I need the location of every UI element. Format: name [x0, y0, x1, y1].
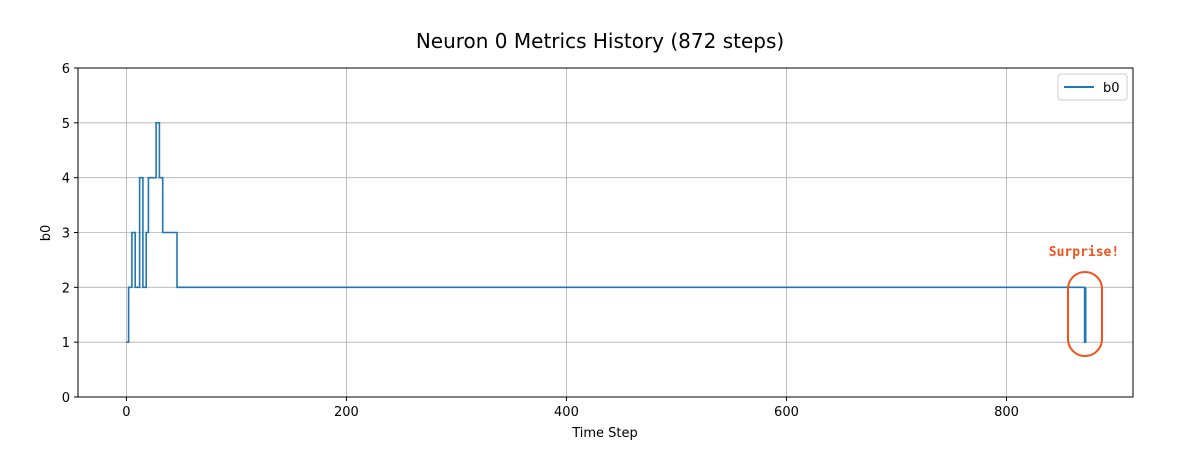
x-axis-ticks: 0 200 400 600 800 — [122, 397, 1019, 420]
x-tick-label: 800 — [994, 405, 1019, 420]
x-axis-label: Time Step — [571, 426, 638, 441]
x-tick-label: 600 — [774, 405, 799, 420]
y-tick-label: 2 — [62, 281, 70, 296]
legend: b0 — [1057, 73, 1128, 101]
surprise-annotation-label: Surprise! — [1049, 245, 1119, 260]
annotation: Surprise! — [1049, 245, 1119, 357]
y-tick-label: 3 — [62, 227, 70, 242]
chart-title: Neuron 0 Metrics History (872 steps) — [416, 29, 784, 53]
x-tick-label: 400 — [554, 405, 579, 420]
y-tick-label: 5 — [62, 117, 70, 132]
series-line-b0 — [126, 122, 1087, 343]
x-tick-label: 0 — [122, 405, 130, 420]
series-layer — [126, 122, 1087, 343]
y-tick-label: 1 — [62, 336, 70, 351]
y-tick-label: 0 — [62, 391, 70, 406]
grid — [78, 67, 1133, 398]
y-axis-label: b0 — [39, 225, 54, 242]
y-tick-label: 4 — [62, 172, 70, 187]
legend-label: b0 — [1103, 81, 1120, 96]
y-axis-ticks: 0 1 2 3 4 5 6 — [62, 62, 78, 406]
surprise-highlight-oval — [1067, 271, 1103, 357]
x-tick-label: 200 — [334, 405, 359, 420]
y-tick-label: 6 — [62, 62, 70, 77]
